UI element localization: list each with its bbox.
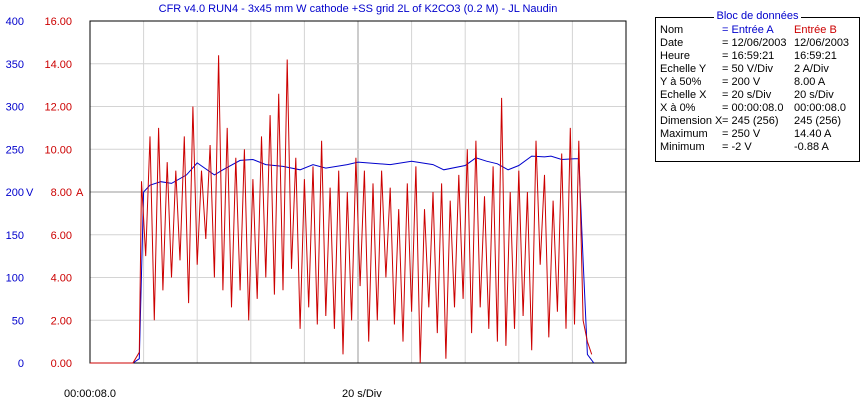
- row-label: Y à 50%: [660, 76, 702, 88]
- row-value-b: 00:00:08.0: [794, 102, 846, 114]
- row-value-b: 14.40 A: [794, 128, 832, 140]
- y-tick-label-volts: 400: [6, 16, 24, 28]
- y-tick-label-volts: 250: [6, 144, 24, 156]
- y-tick-label-volts: 50: [12, 315, 24, 327]
- y-axis-volts: 0 50 100 150 200 250 300 350 400: [6, 16, 24, 370]
- y-tick-label-volts: 100: [6, 273, 24, 285]
- y-tick-label-amps: 12.00: [44, 102, 72, 114]
- unit-v-label: V: [26, 187, 34, 199]
- y-tick-label-amps: 10.00: [44, 144, 72, 156]
- y-tick-label-volts: 150: [6, 230, 24, 242]
- row-label: Minimum: [660, 141, 705, 153]
- y-tick-label-volts: 200: [6, 187, 24, 199]
- panel-title: Bloc de données: [656, 10, 859, 22]
- row-value-a: = 12/06/2003: [722, 37, 787, 49]
- y-axis-amps: 0.00 2.00 4.00 6.00 8.00 10.00 12.00 14.00 16.00: [44, 16, 72, 370]
- y-tick-label-volts: 300: [6, 102, 24, 114]
- series-entree-b: [90, 55, 593, 364]
- x-scale-label: 20 s/Div: [342, 388, 382, 400]
- row-label: X à 0%: [660, 102, 696, 114]
- row-label: Dimension X: [660, 115, 723, 127]
- y-tick-label-amps: 0.00: [51, 358, 72, 370]
- row-value-a: = 00:00:08.0: [722, 102, 784, 114]
- row-value-b: 20 s/Div: [794, 89, 834, 101]
- row-label: Echelle X: [660, 89, 707, 101]
- row-label: Nom: [660, 24, 684, 36]
- y-tick-label-volts: 350: [6, 59, 24, 71]
- row-value-b: 16:59:21: [794, 50, 837, 62]
- row-value-a: = -2 V: [722, 141, 752, 153]
- y-tick-label-volts: 0: [18, 358, 24, 370]
- plot-frame: [89, 20, 627, 364]
- row-value-a: = 20 s/Div: [722, 89, 772, 101]
- row-label: Echelle Y: [660, 63, 707, 75]
- row-value-a: = Entrée A: [722, 24, 774, 36]
- chart-title: CFR v4.0 RUN4 - 3x45 mm W cathode +SS gr…: [158, 3, 558, 15]
- row-value-b: -0.88 A: [794, 141, 829, 153]
- grid-lines: [90, 21, 626, 363]
- y-tick-label-amps: 16.00: [44, 16, 72, 28]
- row-value-b: 2 A/Div: [794, 63, 829, 75]
- x-start-label: 00:00:08.0: [64, 388, 116, 400]
- row-label: Heure: [660, 50, 690, 62]
- row-value-a: = 250 V: [722, 128, 761, 140]
- row-value-a: = 200 V: [722, 76, 761, 88]
- row-value-b: 8.00 A: [794, 76, 826, 88]
- row-label: Maximum: [660, 128, 708, 140]
- row-value-a: = 16:59:21: [722, 50, 775, 62]
- y-tick-label-amps: 2.00: [51, 315, 72, 327]
- row-value-b: 245 (256): [794, 115, 842, 127]
- y-tick-label-amps: 6.00: [51, 230, 72, 242]
- row-label: Date: [660, 37, 684, 49]
- row-value-b: Entrée B: [794, 24, 837, 36]
- unit-a-label: A: [76, 187, 84, 199]
- y-tick-label-amps: 4.00: [51, 273, 72, 285]
- y-tick-label-amps: 8.00: [51, 187, 72, 199]
- y-tick-label-amps: 14.00: [44, 59, 72, 71]
- data-block-panel: Bloc de données Nom = Entrée A Entrée B …: [655, 10, 860, 162]
- row-value-a: = 245 (256): [722, 115, 779, 127]
- row-value-a: = 50 V/Div: [722, 63, 774, 75]
- row-value-b: 12/06/2003: [794, 37, 850, 49]
